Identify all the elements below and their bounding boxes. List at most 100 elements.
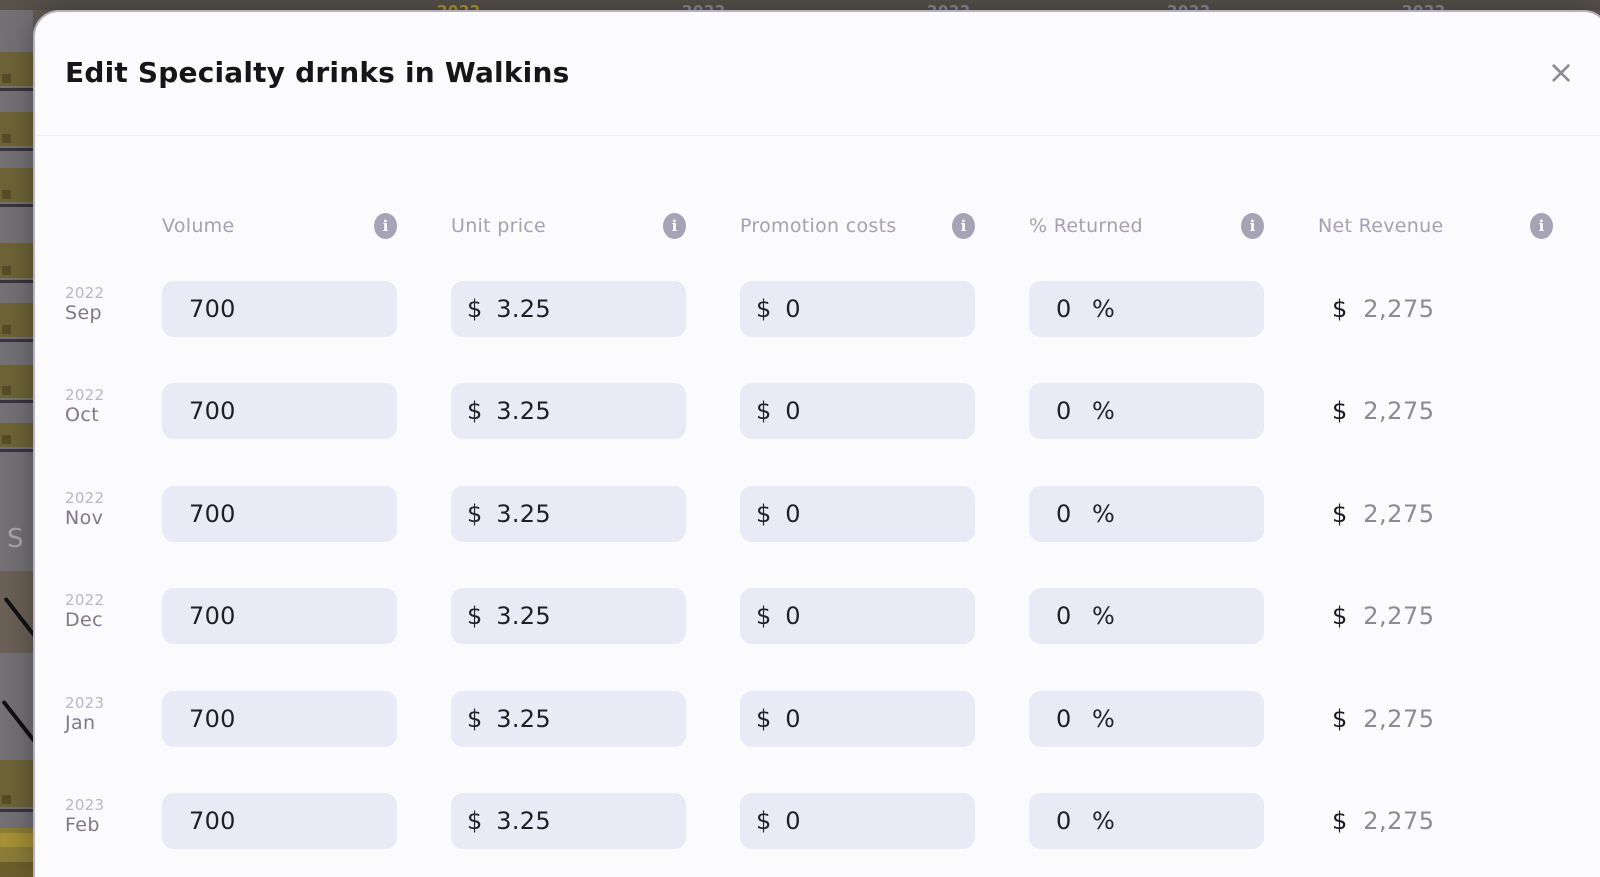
net-revenue-value: $ 2,275: [1318, 281, 1553, 337]
promotion-costs-input[interactable]: [785, 295, 975, 323]
promotion-costs-field[interactable]: $: [740, 486, 975, 542]
background-bar: [0, 243, 33, 278]
percent-returned-field[interactable]: %: [1029, 383, 1264, 439]
volume-input[interactable]: [189, 602, 397, 630]
percent-returned-field[interactable]: %: [1029, 691, 1264, 747]
currency-symbol: $: [756, 602, 772, 630]
volume-input[interactable]: [189, 397, 397, 425]
unit-price-input[interactable]: [496, 705, 686, 733]
column-header-volume: Volume i: [162, 212, 397, 240]
info-icon-glyph: i: [960, 216, 967, 235]
unit-price-field[interactable]: $: [451, 486, 686, 542]
promotion-costs-field[interactable]: $: [740, 691, 975, 747]
promotion-costs-input[interactable]: [785, 705, 975, 733]
percent-symbol: %: [1092, 397, 1115, 425]
unit-price-field[interactable]: $: [451, 691, 686, 747]
volume-field[interactable]: [162, 793, 397, 849]
table-row: 2022 Sep $ $ % $ 2,275: [35, 281, 1600, 337]
unit-price-input[interactable]: [496, 500, 686, 528]
net-revenue-amount: 2,275: [1363, 807, 1435, 835]
background-bar: [0, 303, 33, 337]
promotion-costs-input[interactable]: [785, 602, 975, 630]
percent-returned-input[interactable]: [1056, 705, 1078, 733]
row-period-label: 2022 Sep: [65, 284, 104, 324]
info-icon[interactable]: i: [952, 213, 975, 239]
volume-field[interactable]: [162, 486, 397, 542]
percent-returned-field[interactable]: %: [1029, 588, 1264, 644]
background-axis-letter: S: [7, 524, 24, 554]
row-period-label: 2023 Feb: [65, 796, 104, 836]
percent-returned-input[interactable]: [1056, 807, 1078, 835]
percent-returned-field[interactable]: %: [1029, 281, 1264, 337]
currency-symbol: $: [756, 295, 772, 323]
background-divider: [0, 449, 33, 452]
background-divider: [0, 809, 33, 812]
volume-input[interactable]: [189, 705, 397, 733]
row-month: Jan: [65, 712, 96, 734]
unit-price-field[interactable]: $: [451, 588, 686, 644]
unit-price-input[interactable]: [496, 807, 686, 835]
currency-symbol: $: [467, 705, 483, 733]
currency-symbol: $: [1332, 500, 1348, 528]
background-bar: [0, 833, 33, 847]
unit-price-field[interactable]: $: [451, 281, 686, 337]
currency-symbol: $: [467, 602, 483, 630]
promotion-costs-field[interactable]: $: [740, 281, 975, 337]
volume-input[interactable]: [189, 807, 397, 835]
volume-input[interactable]: [189, 295, 397, 323]
column-header-label: Unit price: [451, 215, 547, 237]
info-icon[interactable]: i: [1241, 213, 1264, 239]
promotion-costs-input[interactable]: [785, 807, 975, 835]
row-month: Oct: [65, 404, 100, 426]
promotion-costs-field[interactable]: $: [740, 588, 975, 644]
currency-symbol: $: [756, 807, 772, 835]
info-icon[interactable]: i: [374, 213, 397, 239]
column-header-promotion-costs: Promotion costs i: [740, 212, 975, 240]
info-icon[interactable]: i: [663, 213, 686, 239]
promotion-costs-input[interactable]: [785, 500, 975, 528]
promotion-costs-field[interactable]: $: [740, 383, 975, 439]
column-header-unit-price: Unit price i: [451, 212, 686, 240]
volume-field[interactable]: [162, 281, 397, 337]
percent-returned-input[interactable]: [1056, 397, 1078, 425]
percent-returned-field[interactable]: %: [1029, 793, 1264, 849]
unit-price-field[interactable]: $: [451, 793, 686, 849]
info-icon[interactable]: i: [1530, 213, 1553, 239]
volume-field[interactable]: [162, 383, 397, 439]
percent-symbol: %: [1092, 807, 1115, 835]
background-axis-year: 2022: [682, 2, 726, 10]
row-period-label: 2022 Dec: [65, 591, 104, 631]
net-revenue-amount: 2,275: [1363, 602, 1435, 630]
volume-field[interactable]: [162, 691, 397, 747]
dialog-title: Edit Specialty drinks in Walkins: [65, 56, 570, 89]
edit-dialog: Edit Specialty drinks in Walkins × Volum…: [33, 10, 1600, 877]
row-month: Sep: [65, 302, 103, 324]
background-bar: [0, 365, 33, 398]
info-icon-glyph: i: [382, 216, 389, 235]
currency-symbol: $: [467, 397, 483, 425]
unit-price-input[interactable]: [496, 295, 686, 323]
row-year: 2022: [65, 591, 105, 609]
close-button[interactable]: ×: [1541, 52, 1581, 92]
percent-returned-input[interactable]: [1056, 500, 1078, 528]
table-row: 2023 Jan $ $ % $ 2,275: [35, 691, 1600, 747]
background-bar: [0, 112, 33, 146]
net-revenue-value: $ 2,275: [1318, 588, 1553, 644]
promotion-costs-input[interactable]: [785, 397, 975, 425]
column-header-net-revenue: Net Revenue i: [1318, 212, 1553, 240]
column-header-label: Volume: [162, 215, 235, 237]
background-axis-year: 2022: [1167, 2, 1211, 10]
row-period-label: 2023 Jan: [65, 694, 104, 734]
unit-price-input[interactable]: [496, 397, 686, 425]
unit-price-field[interactable]: $: [451, 383, 686, 439]
percent-returned-input[interactable]: [1056, 602, 1078, 630]
volume-input[interactable]: [189, 500, 397, 528]
currency-symbol: $: [1332, 602, 1348, 630]
unit-price-input[interactable]: [496, 602, 686, 630]
volume-field[interactable]: [162, 588, 397, 644]
percent-returned-field[interactable]: %: [1029, 486, 1264, 542]
percent-returned-input[interactable]: [1056, 295, 1078, 323]
background-divider: [0, 148, 33, 151]
promotion-costs-field[interactable]: $: [740, 793, 975, 849]
background-bar: [0, 52, 33, 86]
